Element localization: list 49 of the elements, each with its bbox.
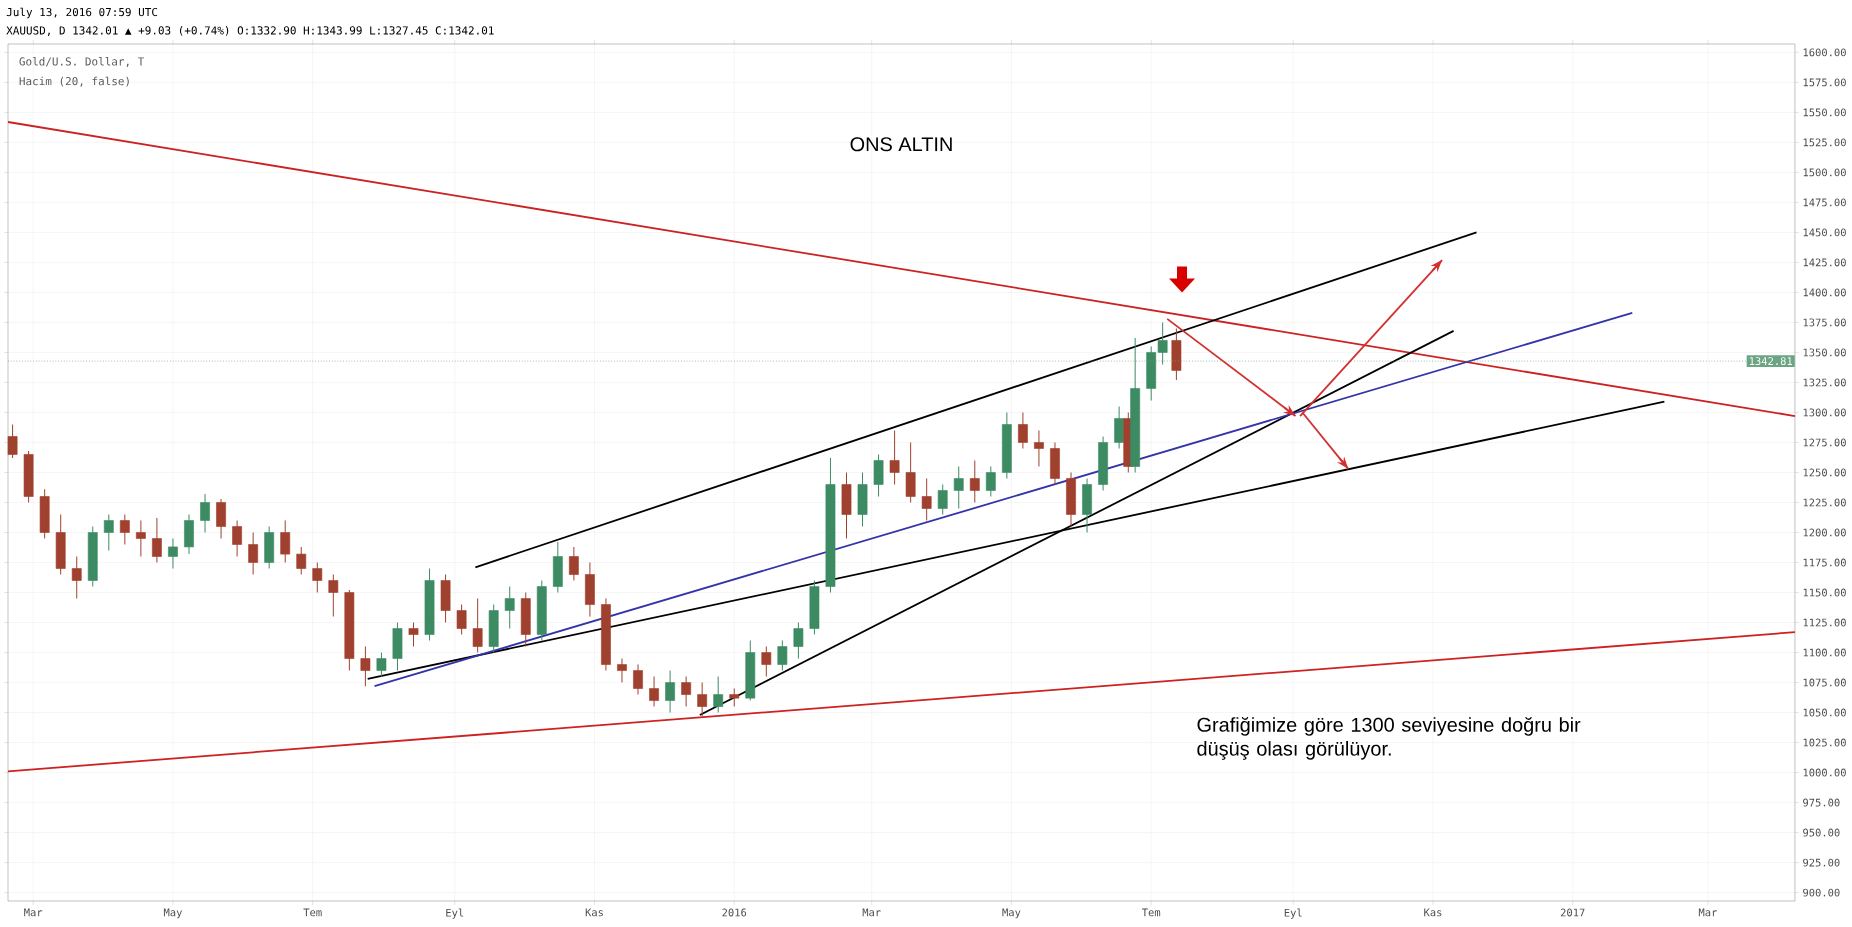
annotation: Grafiğimize göre 1300 seviyesine doğru bir düşüş olası görülüyor.	[1197, 716, 1581, 760]
y-tick-label: 1375.00	[1803, 318, 1846, 327]
annotation: Hacim (20, false)	[19, 76, 129, 87]
y-tick-label: 1325.00	[1803, 378, 1846, 387]
x-tick-label: Mar	[1698, 908, 1717, 917]
x-tick-label: May	[1002, 908, 1021, 919]
y-tick-label: 900.00	[1803, 888, 1840, 897]
y-tick-label: 1575.00	[1803, 78, 1846, 87]
y-tick-label: 1100.00	[1803, 648, 1846, 657]
y-tick-label: 975.00	[1803, 798, 1840, 807]
text: ONS ALTIN	[850, 137, 952, 152]
y-tick-label: 1250.00	[1803, 468, 1846, 477]
x-tick-label: Eyl	[446, 908, 464, 919]
y-tick-label: 1600.00	[1803, 48, 1846, 57]
y-tick-label: 1500.00	[1803, 168, 1846, 177]
y-tick-label: 1400.00	[1803, 288, 1846, 297]
y-tick-label: 1050.00	[1803, 708, 1846, 717]
y-tick-label: 1225.00	[1803, 498, 1846, 507]
text: July 13, 2016 07:59 UTC	[6, 7, 158, 19]
x-tick-label: Tem	[1141, 908, 1161, 917]
text: XAUUSD, D 1342.01 ▲ +9.03 (+0.74%) O:1332.90 H:1343.99 L:1327.45 C:1342.01	[6, 26, 494, 36]
y-tick-label: 1200.00	[1803, 528, 1846, 537]
y-tick-label: 1300.00	[1803, 408, 1846, 417]
y-tick-label: 950.00	[1803, 828, 1840, 837]
y-tick-label: 1150.00	[1803, 588, 1846, 597]
y-tick-label: 1550.00	[1803, 108, 1846, 117]
x-tick-label: Tem	[303, 908, 322, 917]
x-tick-label: Kas	[585, 908, 603, 917]
y-tick-label: 1075.00	[1803, 678, 1846, 687]
x-tick-label: Mar	[862, 908, 881, 917]
x-tick-label: Eyl	[1284, 908, 1302, 919]
y-tick-label: 1025.00	[1803, 738, 1846, 747]
y-tick-label: 1450.00	[1803, 228, 1846, 237]
ref-line-label: 1342.81	[1749, 357, 1793, 366]
x-tick-label: May	[163, 908, 182, 919]
y-tick-label: 1275.00	[1803, 438, 1846, 447]
x-tick-label: 2017	[1560, 908, 1585, 917]
y-tick-label: 1000.00	[1803, 768, 1846, 777]
y-tick-label: 1350.00	[1803, 348, 1846, 357]
y-tick-label: 925.00	[1803, 858, 1840, 867]
x-tick-label: 2016	[722, 908, 747, 917]
y-tick-label: 1475.00	[1803, 198, 1846, 207]
y-tick-label: 1525.00	[1803, 138, 1846, 147]
y-tick-label: 1425.00	[1803, 258, 1846, 267]
y-tick-label: 1125.00	[1803, 618, 1846, 627]
x-tick-label: Mar	[24, 908, 43, 917]
annotation: Gold/U.S. Dollar, T	[19, 57, 145, 67]
y-tick-label: 1175.00	[1803, 558, 1846, 567]
x-tick-label: Kas	[1424, 908, 1442, 917]
